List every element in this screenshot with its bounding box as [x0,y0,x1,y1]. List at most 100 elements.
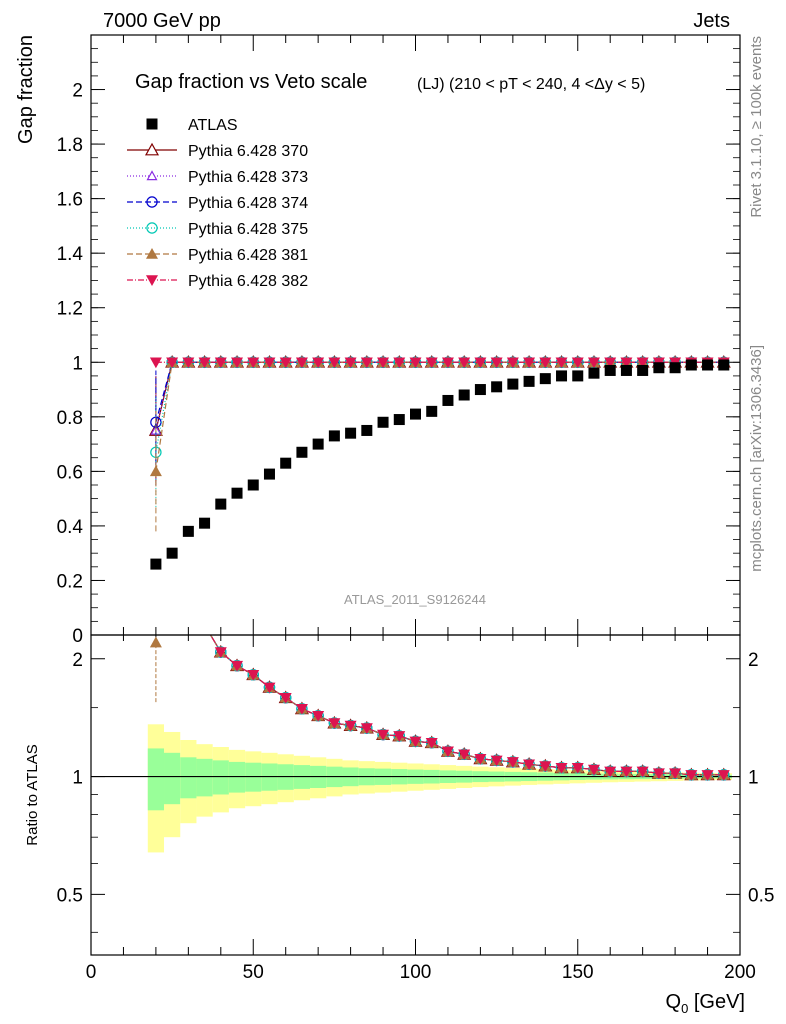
data-point [491,381,503,393]
data-point [344,357,357,369]
band-inner [228,761,246,793]
ratio-special-point [149,636,162,648]
x-tick-label: 200 [724,962,756,983]
legend-marker [146,196,158,208]
data-point [312,438,324,450]
data-point [150,558,162,570]
ratio-point [199,620,209,630]
ratio-point [620,766,633,778]
data-point [409,357,422,369]
data-point [474,357,487,369]
ratio-point [182,606,194,617]
x-tick-label: 150 [562,962,594,983]
series-pythia-6.428-382 [149,357,730,369]
ratio-point [555,762,568,774]
data-point [604,364,616,376]
data-point [587,357,600,369]
ratio-point [183,607,193,617]
data-point [166,547,178,559]
data-point [620,357,633,369]
data-point [166,357,179,369]
ratio-point [506,757,519,768]
ratio-point [539,761,552,773]
data-point [199,517,211,529]
series-pythia-6.428-381 [149,356,730,532]
x-axis-label-sub: 0 [681,1001,688,1016]
ratio-y-tick-label: 0.5 [57,885,83,906]
ratio-point [231,660,244,672]
ratio-y-tick-label: 1 [72,768,83,789]
series-atlas [150,359,730,570]
main-ylabel: Gap fraction [15,35,37,144]
data-point [296,446,308,458]
data-point [149,357,162,369]
data-point [393,414,405,426]
legend-entry: Pythia 6.428 382 [127,273,308,290]
ratio-pythia-6.428-382 [209,635,730,781]
data-point [539,373,551,385]
x-axis-label-main: Q [666,991,682,1013]
data-point [702,359,714,371]
data-point [312,357,325,369]
y-tick-label: 1.4 [57,244,84,265]
series-line [155,361,724,472]
data-point [361,424,373,436]
data-point [360,357,373,369]
data-point [377,416,389,428]
ratio-point [279,692,292,704]
data-point [198,357,211,369]
ratio-point [377,729,390,741]
ratio-point [199,619,211,630]
data-point [685,359,697,371]
data-point [669,362,681,374]
data-point [458,389,470,401]
watermark: ATLAS_2011_S9126244 [344,592,486,607]
ratio-point [393,731,406,742]
ratio-ylabel: Ratio to ATLAS [24,744,41,845]
legend-label: Pythia 6.428 374 [188,195,308,212]
data-point [231,357,244,369]
data-point [280,457,292,469]
ratio-point [474,754,487,765]
legend-entry: Pythia 6.428 374 [127,195,308,212]
y-tick-label: 1 [72,353,83,374]
legend-marker [144,142,160,156]
ratio-point [409,736,422,748]
data-point [539,357,552,369]
ratio-point [344,720,357,732]
band-inner [196,758,213,797]
data-point [279,357,292,369]
data-point [425,357,438,369]
main-subtitle: (LJ) (210 < pT < 240, 4 <Δy < 5) [417,76,645,93]
data-point [247,357,260,369]
data-point [556,370,568,382]
data-point [572,370,584,382]
data-point [441,357,454,369]
data-point [263,357,276,369]
mcplots-label: mcplots.cern.ch [arXiv:1306.3436] [748,345,765,572]
band-inner [212,760,229,795]
ratio-point [263,682,276,694]
data-point [182,525,194,537]
ratio-y-tick-label-right: 1 [748,768,759,789]
ratio-point [247,669,260,681]
ratio-point [701,770,714,781]
rivet-label: Rivet 3.1.10, ≥ 100k events [748,36,765,218]
data-point [506,357,519,369]
data-point [490,357,503,369]
ratio-y-tick-label: 2 [72,650,83,671]
data-point [620,364,632,376]
data-point [555,357,568,369]
data-point [182,357,195,369]
data-point [637,364,649,376]
ratio-point [636,766,649,778]
ratio-point [328,718,341,730]
band-inner [147,748,165,811]
data-point [604,357,617,369]
ratio-point [312,710,325,722]
data-point [295,357,308,369]
legend-label: Pythia 6.428 381 [188,247,308,264]
data-point [474,384,486,396]
ratio-point [295,703,308,715]
